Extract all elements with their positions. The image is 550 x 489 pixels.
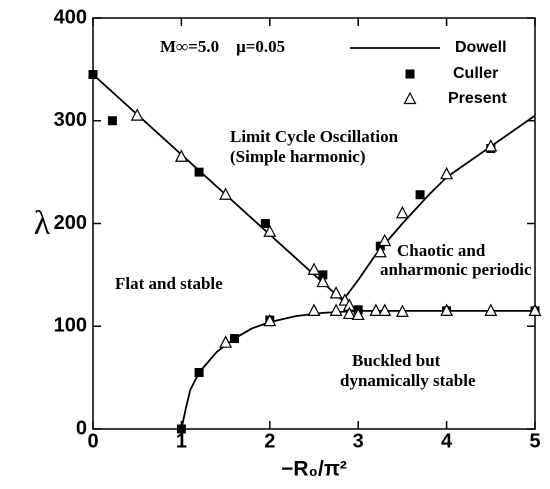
annotation: Buckled but <box>352 351 441 370</box>
y-axis-label: λ <box>34 205 51 242</box>
x-axis-label: −R₀/π² <box>281 458 347 481</box>
annotation: Limit Cycle Oscillation <box>230 127 399 146</box>
legend-label: Culler <box>453 65 498 82</box>
marker-square <box>260 219 270 228</box>
marker-triangle <box>307 303 321 316</box>
marker-triangle <box>369 303 383 316</box>
line-series <box>92 73 346 304</box>
marker-triangle <box>378 233 392 247</box>
marker-triangle <box>373 244 387 258</box>
legend-marker <box>403 91 417 105</box>
marker-triangle <box>342 306 356 320</box>
marker-triangle <box>440 303 454 316</box>
marker-triangle <box>528 303 542 316</box>
marker-triangle <box>378 303 392 316</box>
marker-square <box>194 167 204 177</box>
x-tick-label: 3 <box>353 430 364 452</box>
annotation: anharmonic periodic <box>380 260 532 279</box>
marker-triangle <box>174 149 188 162</box>
marker-triangle <box>395 304 409 317</box>
marker-square <box>88 70 98 80</box>
marker-triangle <box>307 262 321 275</box>
marker-square <box>176 424 186 434</box>
annotation: dynamically stable <box>340 371 476 390</box>
marker-triangle <box>351 307 365 321</box>
x-tick-label: 2 <box>264 430 275 452</box>
annotation: (Simple harmonic) <box>230 147 366 166</box>
y-tick-label: 100 <box>54 315 87 337</box>
x-tick-label: 5 <box>529 430 540 452</box>
marker-triangle <box>219 187 233 200</box>
legend-label: Dowell <box>455 39 507 56</box>
marker-triangle <box>484 303 498 316</box>
y-tick-label: 300 <box>54 109 87 131</box>
marker-triangle <box>219 335 233 348</box>
marker-square <box>107 116 117 126</box>
legend-marker <box>405 69 415 79</box>
marker-square <box>415 190 425 200</box>
line-series <box>339 114 536 305</box>
marker-triangle <box>316 274 330 288</box>
marker-triangle <box>440 166 454 180</box>
marker-triangle <box>263 313 277 327</box>
marker-triangle <box>263 224 277 237</box>
y-tick-label: 400 <box>54 6 87 28</box>
marker-square <box>194 367 204 377</box>
x-tick-label: 4 <box>441 430 453 452</box>
marker-triangle <box>130 108 144 121</box>
y-tick-label: 200 <box>54 212 87 234</box>
x-tick-label: 0 <box>87 430 98 452</box>
annotation: Flat and stable <box>115 274 223 293</box>
line-series <box>180 309 535 430</box>
annotation: M∞=5.0 μ=0.05 <box>160 37 285 56</box>
y-tick-label: 0 <box>76 417 87 439</box>
marker-triangle <box>329 303 343 316</box>
marker-triangle <box>395 205 409 219</box>
marker-triangle <box>329 286 343 299</box>
legend-label: Present <box>448 90 507 107</box>
x-tick-label: 1 <box>176 430 187 452</box>
marker-square <box>229 334 239 344</box>
annotation: Chaotic and <box>397 241 486 260</box>
marker-triangle <box>484 139 498 152</box>
